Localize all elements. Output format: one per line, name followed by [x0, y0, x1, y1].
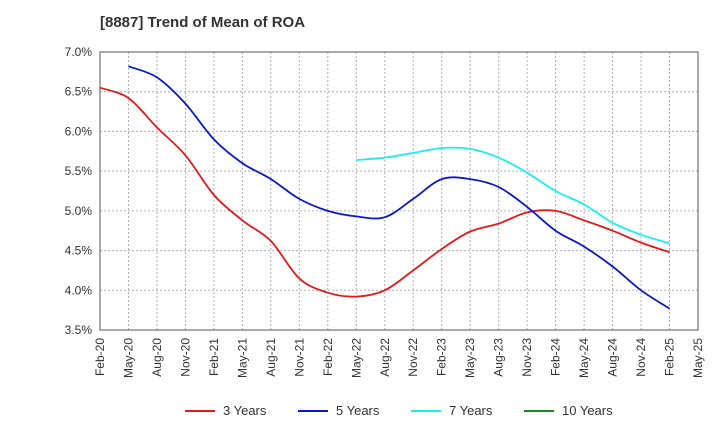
- y-tick-label: 7.0%: [65, 45, 93, 59]
- legend-label-7-years: 7 Years: [449, 403, 493, 418]
- x-tick-label: Aug-20: [150, 338, 164, 377]
- series-layer: [99, 65, 670, 310]
- grid-layer: [99, 51, 699, 331]
- legend-layer: 3 Years 5 Years 7 Years 10 Years: [185, 403, 613, 418]
- series-line-7-years: [356, 146, 670, 245]
- x-tick-label: May-23: [463, 338, 477, 378]
- x-tick-label: May-24: [577, 338, 591, 378]
- x-tick-label: Feb-23: [435, 338, 449, 376]
- series-line-5-years: [128, 65, 670, 310]
- plot-frame: [99, 51, 699, 331]
- x-tick-label: May-21: [235, 338, 249, 378]
- x-tick-label: May-25: [691, 338, 705, 378]
- legend-label-3-years: 3 Years: [223, 403, 267, 418]
- x-tick-label: Feb-24: [549, 338, 563, 376]
- x-tick-label: Aug-21: [264, 338, 278, 377]
- x-tick-label: Nov-22: [406, 338, 420, 377]
- y-tick-label: 6.5%: [65, 85, 93, 99]
- x-tick-label: Nov-23: [520, 338, 534, 377]
- axis-layer: 7.0% 6.5% 6.0% 5.5% 5.0% 4.5% 4.0% 3.5%Feb-20 Ma…: [65, 45, 705, 378]
- y-tick-label: 6.0%: [65, 124, 93, 138]
- x-tick-label: Aug-22: [378, 338, 392, 377]
- x-tick-label: Nov-20: [178, 338, 192, 377]
- legend-label-5-years: 5 Years: [336, 403, 380, 418]
- x-tick-label: Feb-22: [321, 338, 335, 376]
- x-tick-label: May-20: [121, 338, 135, 378]
- chart-title: [8887] Trend of Mean of ROA: [100, 14, 306, 31]
- x-tick-label: Feb-20: [93, 338, 107, 376]
- x-tick-label: Feb-25: [663, 338, 677, 376]
- series-line-3-years: [99, 86, 670, 298]
- y-tick-label: 4.5%: [65, 244, 93, 258]
- x-tick-label: Nov-24: [634, 338, 648, 377]
- x-tick-label: Aug-23: [492, 338, 506, 377]
- y-tick-label: 5.0%: [65, 204, 93, 218]
- y-tick-label: 4.0%: [65, 283, 93, 297]
- x-tick-label: Nov-21: [292, 338, 306, 377]
- y-tick-label: 3.5%: [65, 323, 93, 337]
- legend-label-10-years: 10 Years: [562, 403, 613, 418]
- x-tick-label: May-22: [349, 338, 363, 378]
- x-tick-label: Aug-24: [606, 338, 620, 377]
- x-tick-label: Feb-21: [207, 338, 221, 376]
- y-tick-label: 5.5%: [65, 164, 93, 178]
